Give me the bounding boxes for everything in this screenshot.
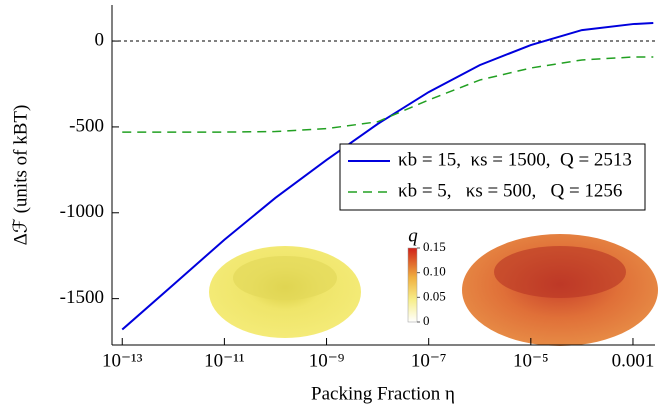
chart: Packing Fraction η Δℱ (units of kBT) q 0… [0, 0, 658, 412]
colorbar-tick-label: 0 [423, 313, 430, 328]
y-tick-label: -1000 [60, 201, 104, 222]
legend-label: κb = 5, κs = 500, Q = 1256 [398, 180, 622, 201]
legend-label: κb = 15, κs = 1500, Q = 2513 [398, 149, 632, 170]
cell-uniform [209, 246, 361, 338]
y-tick-label: 0 [95, 29, 105, 50]
x-tick-label: 10⁻¹¹ [204, 350, 245, 371]
colorbar-label: q [408, 225, 418, 246]
colorbar-tick-label: 0.05 [423, 288, 446, 303]
y-axis-label: Δℱ (units of kBT) [10, 105, 31, 246]
y-tick-label: -500 [69, 115, 104, 136]
x-tick-label: 10⁻¹³ [102, 350, 143, 371]
x-tick-label: 10⁻⁹ [309, 350, 345, 371]
x-axis-label: Packing Fraction η [311, 383, 455, 404]
x-tick-label: 0.001 [612, 350, 655, 371]
colorbar-tick-label: 0.10 [423, 264, 446, 279]
colorbar [408, 248, 417, 322]
y-tick-label: -1500 [60, 287, 104, 308]
x-tick-label: 10⁻⁵ [513, 350, 549, 371]
colorbar-tick-label: 0.15 [423, 239, 446, 254]
legend: κb = 15, κs = 1500, Q = 2513 κb = 5, κs =… [340, 144, 645, 210]
series-line [122, 57, 653, 132]
cell-random [462, 234, 658, 346]
x-tick-label: 10⁻⁷ [411, 350, 447, 371]
